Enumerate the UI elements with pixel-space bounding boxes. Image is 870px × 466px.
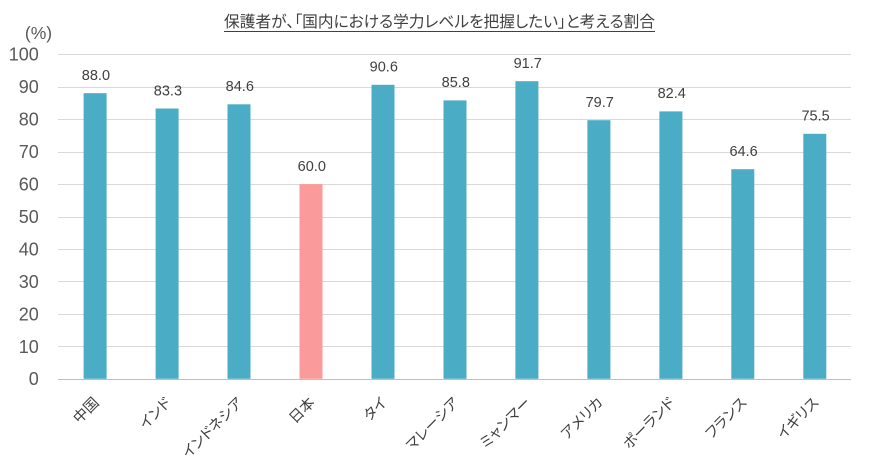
svg-text:64.6: 64.6 xyxy=(729,144,757,160)
svg-text:50: 50 xyxy=(19,207,39,227)
svg-text:60.0: 60.0 xyxy=(298,159,326,175)
svg-text:82.4: 82.4 xyxy=(658,86,686,102)
svg-text:80: 80 xyxy=(19,110,39,130)
svg-text:84.6: 84.6 xyxy=(226,79,254,95)
svg-text:100: 100 xyxy=(9,45,39,65)
svg-text:90: 90 xyxy=(19,77,39,97)
svg-text:85.8: 85.8 xyxy=(442,75,470,91)
svg-text:60: 60 xyxy=(19,175,39,195)
svg-text:90.6: 90.6 xyxy=(370,60,398,76)
svg-text:75.5: 75.5 xyxy=(801,109,829,125)
svg-text:88.0: 88.0 xyxy=(82,68,110,84)
svg-text:79.7: 79.7 xyxy=(586,95,614,111)
svg-text:70: 70 xyxy=(19,142,39,162)
svg-text:20: 20 xyxy=(19,304,39,324)
svg-text:40: 40 xyxy=(19,239,39,259)
svg-text:83.3: 83.3 xyxy=(154,83,182,99)
svg-text:10: 10 xyxy=(19,337,39,357)
svg-text:91.7: 91.7 xyxy=(514,56,542,72)
svg-text:(%): (%) xyxy=(25,23,52,43)
svg-text:30: 30 xyxy=(19,272,39,292)
svg-text:0: 0 xyxy=(29,369,39,389)
